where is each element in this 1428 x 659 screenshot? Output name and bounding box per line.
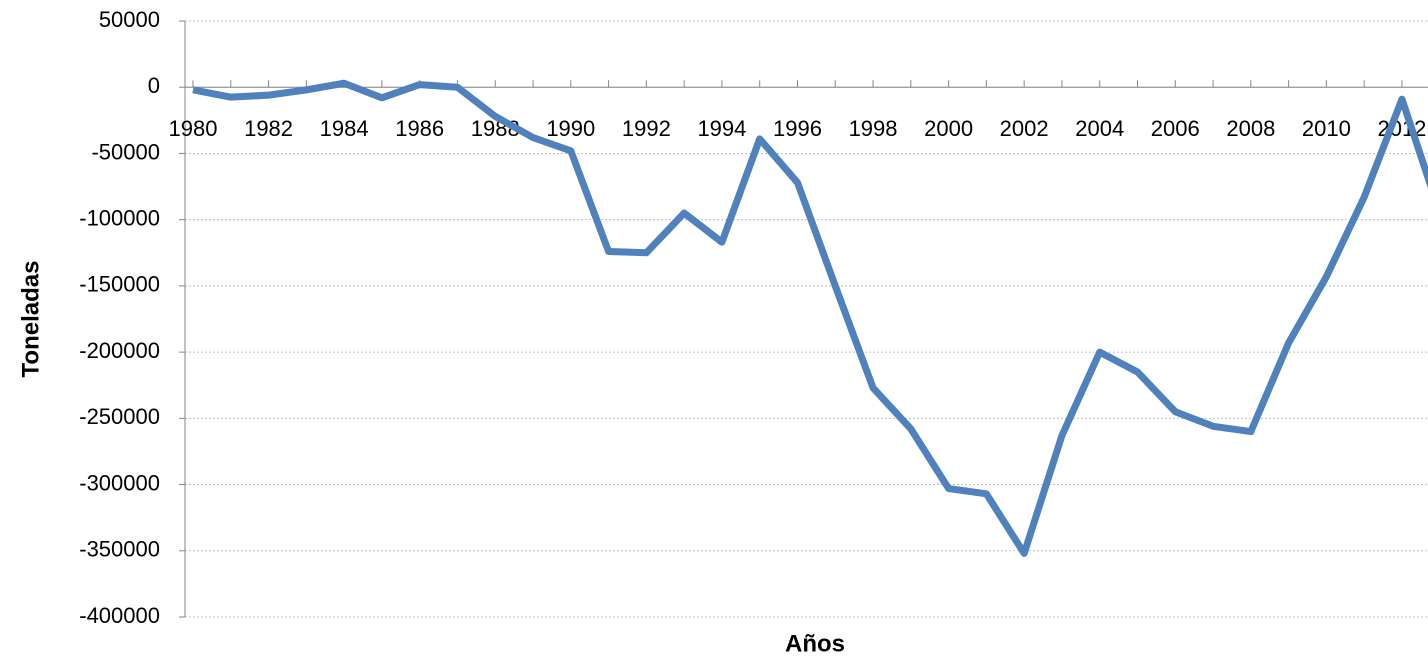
y-tick-label: -350000	[79, 537, 160, 562]
y-tick-label: -400000	[79, 603, 160, 628]
x-tick-label: 1980	[169, 116, 218, 141]
x-tick-label: 1998	[849, 116, 898, 141]
x-tick-label: 1990	[546, 116, 595, 141]
y-tick-label: -150000	[79, 272, 160, 297]
x-tick-label: 2004	[1075, 116, 1124, 141]
y-axis-title: Toneladas	[17, 261, 44, 378]
y-tick-label: -300000	[79, 470, 160, 495]
x-tick-label: 2008	[1226, 116, 1275, 141]
x-axis-title: Años	[785, 630, 845, 657]
x-tick-label: 1994	[697, 116, 746, 141]
x-tick-label: 1986	[395, 116, 444, 141]
x-tick-label: 1984	[320, 116, 369, 141]
data-line	[192, 79, 1428, 557]
x-tick-label: 2010	[1302, 116, 1351, 141]
y-tick-label: -200000	[79, 338, 160, 363]
x-tick-label: 1996	[773, 116, 822, 141]
x-tick-label: 1992	[622, 116, 671, 141]
x-tick-label: 2002	[1000, 116, 1049, 141]
y-tick-label: -100000	[79, 205, 160, 230]
x-tick-label: 1982	[244, 116, 293, 141]
y-tick-label: 0	[148, 73, 160, 98]
x-tick-label: 2000	[924, 116, 973, 141]
x-tick-label: 2006	[1151, 116, 1200, 141]
y-tick-label: 50000	[99, 7, 160, 32]
y-tick-label: -250000	[79, 404, 160, 429]
y-tick-label: -50000	[91, 139, 160, 164]
